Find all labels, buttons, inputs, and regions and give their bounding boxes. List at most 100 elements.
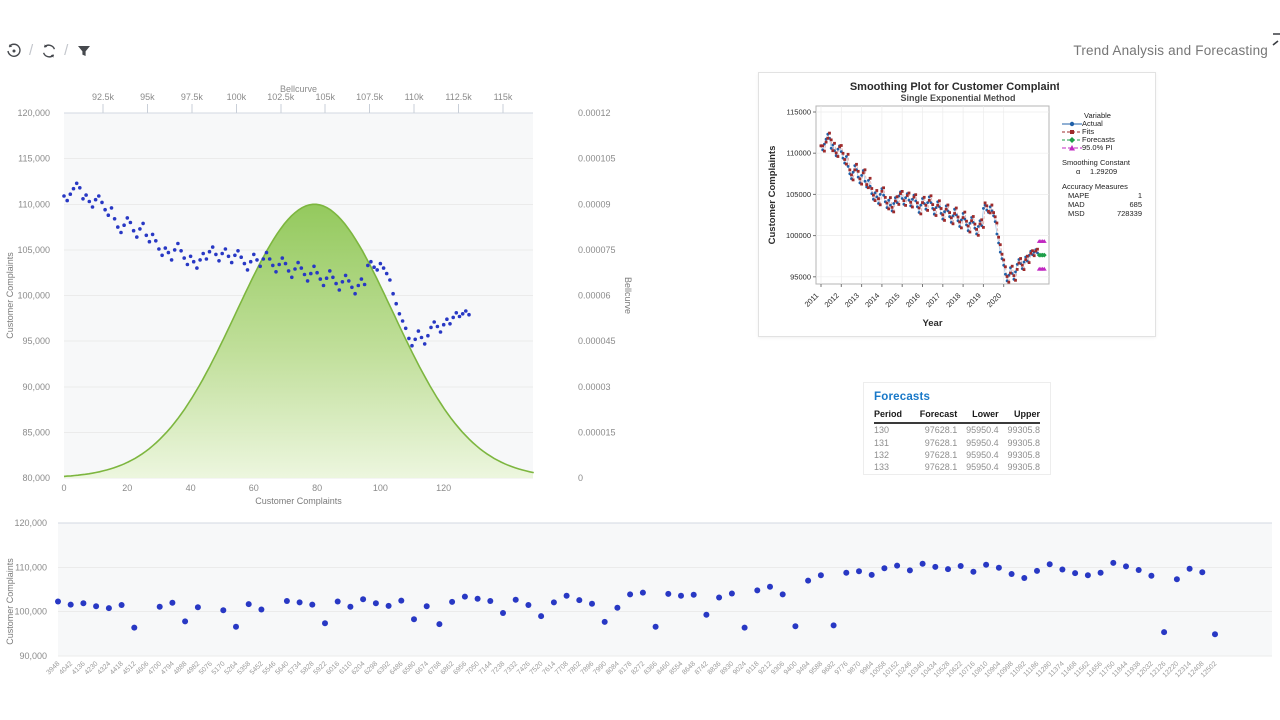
bottom-scatter-points[interactable]: [55, 559, 1218, 638]
svg-text:0.00003: 0.00003: [578, 382, 611, 392]
smoothing-fits-points: [819, 131, 1039, 284]
expand-icon[interactable]: [1272, 33, 1280, 46]
svg-text:7614: 7614: [541, 660, 557, 676]
col-period: Period: [874, 408, 910, 424]
bellcurve-area[interactable]: [64, 204, 533, 479]
forecasts-card[interactable]: Forecasts Period Forecast Lower Upper 13…: [863, 382, 1051, 475]
svg-text:2015: 2015: [883, 291, 901, 309]
svg-text:115000: 115000: [787, 108, 811, 117]
svg-text:4418: 4418: [109, 660, 125, 676]
svg-text:95000: 95000: [790, 272, 811, 281]
svg-text:8272: 8272: [630, 660, 646, 676]
main-scatter-points[interactable]: [62, 181, 471, 348]
svg-text:9306: 9306: [770, 660, 786, 676]
svg-text:3948: 3948: [45, 660, 61, 676]
svg-text:9682: 9682: [821, 660, 837, 676]
accuracy-row: MSD 728339: [1068, 209, 1142, 218]
history-undo-icon[interactable]: [5, 42, 22, 59]
table-row: 133 97628.1 95950.4 99305.8: [874, 462, 1040, 473]
svg-text:5734: 5734: [287, 660, 303, 676]
svg-text:7050: 7050: [465, 660, 481, 676]
accuracy-row: MAPE 1: [1068, 191, 1142, 200]
col-forecast: Forecast: [909, 408, 958, 424]
svg-text:6580: 6580: [401, 660, 417, 676]
svg-text:8648: 8648: [681, 660, 697, 676]
svg-text:9400: 9400: [783, 660, 799, 676]
refresh-icon[interactable]: [40, 42, 57, 59]
svg-text:6016: 6016: [325, 660, 341, 676]
svg-text:0.000105: 0.000105: [578, 154, 616, 164]
svg-text:2017: 2017: [924, 291, 942, 309]
svg-text:107.5k: 107.5k: [356, 92, 384, 102]
top-axis-title: Bellcurve: [280, 84, 317, 94]
svg-text:110,000: 110,000: [15, 562, 47, 572]
svg-text:6298: 6298: [363, 660, 379, 676]
svg-text:0.00009: 0.00009: [578, 199, 611, 209]
svg-text:5170: 5170: [211, 660, 227, 676]
svg-text:112.5k: 112.5k: [445, 92, 472, 102]
svg-text:115k: 115k: [494, 92, 513, 102]
filter-icon[interactable]: [75, 42, 92, 59]
svg-text:4982: 4982: [185, 660, 201, 676]
svg-text:2016: 2016: [904, 291, 922, 309]
svg-text:2011: 2011: [803, 291, 821, 309]
svg-text:0: 0: [578, 473, 583, 483]
svg-text:0.000015: 0.000015: [578, 427, 616, 437]
legend-item: 95.0% PI: [1062, 144, 1154, 152]
svg-text:2020: 2020: [985, 291, 1003, 309]
main-left-axis-title: Customer Complaints: [5, 252, 15, 339]
svg-text:7896: 7896: [579, 660, 595, 676]
svg-text:7332: 7332: [503, 660, 519, 676]
svg-text:5264: 5264: [223, 660, 239, 676]
svg-text:80: 80: [312, 483, 322, 493]
svg-text:115,000: 115,000: [18, 154, 50, 164]
svg-text:120: 120: [436, 483, 451, 493]
svg-text:8930: 8930: [719, 660, 735, 676]
svg-text:100,000: 100,000: [14, 607, 47, 617]
svg-text:0: 0: [61, 483, 66, 493]
svg-text:9588: 9588: [808, 660, 824, 676]
svg-text:90,000: 90,000: [19, 651, 47, 661]
table-row: 130 97628.1 95950.4 99305.8: [874, 425, 1040, 436]
svg-text:8554: 8554: [668, 660, 684, 676]
toolbar: / /: [5, 42, 92, 59]
svg-text:2013: 2013: [843, 291, 861, 309]
main-right-axis-title: Bellcurve: [623, 277, 633, 314]
forecasts-table: Period Forecast Lower Upper 130 97628.1 95…: [874, 408, 1040, 474]
svg-text:6768: 6768: [427, 660, 443, 676]
smoothing-title: Smoothing Plot for Customer Complaints: [850, 81, 1059, 93]
bellcurve-scatter-chart[interactable]: 120,000 0.00012 115,000 0.000105 110,000 0.00…: [0, 80, 648, 512]
legend-item: Forecasts: [1062, 136, 1154, 144]
table-row: 131 97628.1 95950.4 99305.8: [874, 437, 1040, 448]
svg-text:9212: 9212: [757, 660, 773, 676]
smoothing-x-title: Year: [922, 318, 942, 329]
svg-text:105,000: 105,000: [17, 245, 50, 255]
svg-text:4794: 4794: [160, 660, 176, 676]
svg-text:8366: 8366: [643, 660, 659, 676]
svg-text:0.00012: 0.00012: [578, 108, 611, 118]
svg-text:2019: 2019: [965, 291, 983, 309]
table-row: 132 97628.1 95950.4 99305.8: [874, 449, 1040, 460]
svg-text:7238: 7238: [490, 660, 506, 676]
svg-text:95,000: 95,000: [22, 336, 50, 346]
svg-text:80,000: 80,000: [22, 473, 50, 483]
svg-text:9870: 9870: [846, 660, 862, 676]
bottom-scatter-chart[interactable]: 120,000110,000100,00090,0003948404241364…: [0, 505, 1280, 720]
svg-text:6674: 6674: [414, 660, 430, 676]
legend-title: Variable: [1084, 111, 1111, 120]
svg-text:0.000045: 0.000045: [578, 336, 616, 346]
svg-text:4606: 4606: [134, 660, 150, 676]
accuracy-row: MAD 685: [1068, 200, 1142, 209]
table-header-row: Period Forecast Lower Upper: [874, 408, 1040, 424]
smoothing-plot-card[interactable]: Smoothing Plot for Customer Complaints Si…: [758, 72, 1156, 337]
svg-text:100: 100: [373, 483, 388, 493]
svg-text:110,000: 110,000: [18, 199, 50, 209]
svg-text:5452: 5452: [249, 660, 265, 676]
svg-text:105000: 105000: [786, 190, 811, 199]
smoothing-y-title: Customer Complaints: [767, 146, 778, 245]
svg-text:5640: 5640: [274, 660, 290, 676]
svg-text:0.000075: 0.000075: [578, 245, 616, 255]
svg-text:60: 60: [249, 483, 259, 493]
svg-text:7802: 7802: [567, 660, 583, 676]
